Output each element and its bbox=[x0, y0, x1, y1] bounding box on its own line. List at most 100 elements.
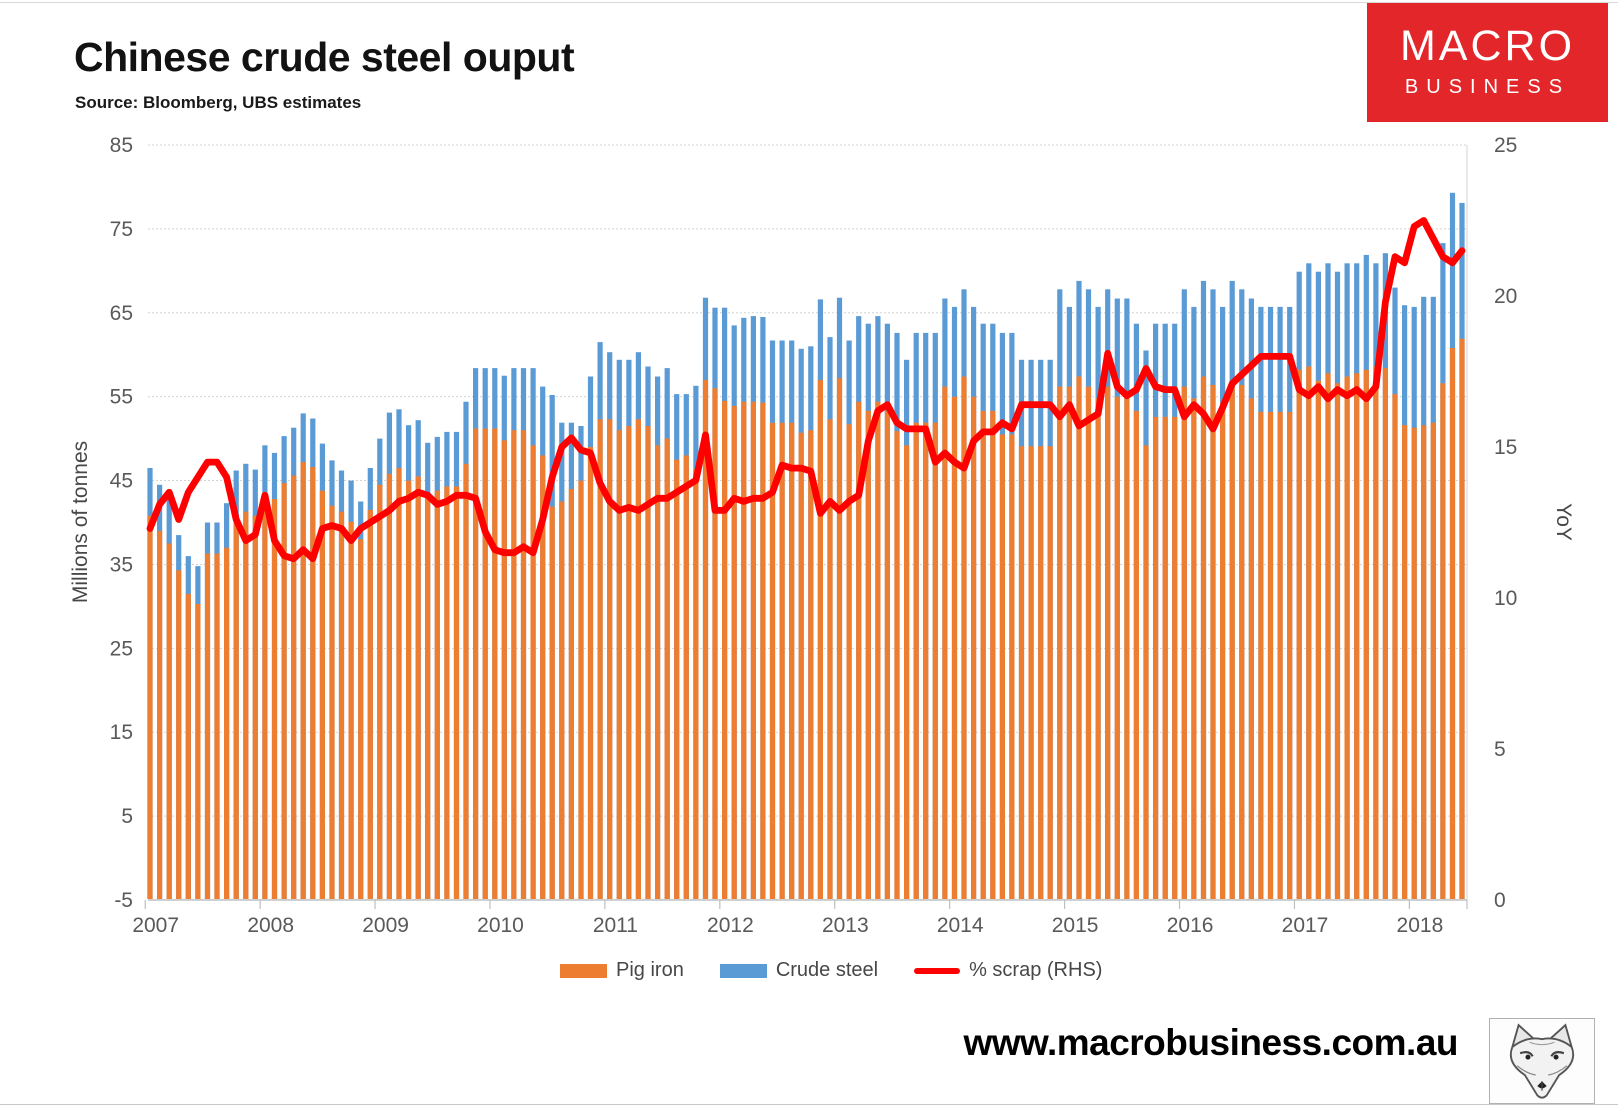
pig-iron-bar bbox=[1076, 376, 1082, 899]
left-tick-label: 35 bbox=[110, 553, 133, 576]
pig-iron-bar bbox=[204, 553, 211, 899]
left-tick-label: -5 bbox=[114, 889, 133, 912]
pig-iron-bar bbox=[195, 603, 201, 899]
pig-iron-bar bbox=[1334, 383, 1341, 899]
year-label: 2014 bbox=[937, 914, 984, 937]
pig-iron-bar bbox=[923, 422, 929, 899]
pig-iron-bar bbox=[1440, 383, 1446, 899]
pig-iron-bar bbox=[463, 463, 469, 899]
pig-iron-bar bbox=[1267, 411, 1274, 899]
pig-iron-bar bbox=[1411, 427, 1417, 899]
pig-iron-bar bbox=[750, 401, 756, 899]
pig-iron-bar bbox=[281, 483, 287, 899]
fox-logo bbox=[1489, 1018, 1595, 1104]
pig-iron-bar bbox=[961, 376, 967, 899]
pig-iron-bar bbox=[214, 553, 220, 899]
pig-iron-bar bbox=[511, 430, 517, 899]
pig-iron-bar bbox=[827, 419, 833, 899]
left-tick-label: 75 bbox=[110, 218, 133, 241]
chart-legend: Pig iron Crude steel % scrap (RHS) bbox=[560, 959, 1102, 982]
crude-steel-swatch bbox=[719, 963, 767, 978]
pig-iron-bar bbox=[166, 543, 172, 899]
pig-iron-bar bbox=[1354, 373, 1360, 899]
crude-steel-bars bbox=[147, 192, 1465, 900]
pig-iron-bar bbox=[252, 515, 258, 899]
pig-iron-bar bbox=[808, 430, 814, 899]
pig-iron-bar bbox=[406, 480, 412, 899]
macrobusiness-logo: MACRO BUSINESS bbox=[1367, 3, 1608, 122]
pig-iron-bar bbox=[645, 426, 651, 899]
pig-iron-bar bbox=[568, 488, 574, 899]
pig-iron-bars bbox=[147, 338, 1465, 900]
source-note: Source: Bloomberg, UBS estimates bbox=[75, 93, 362, 112]
pig-iron-bar bbox=[1200, 376, 1207, 899]
pig-iron-bar bbox=[1229, 380, 1235, 899]
pig-iron-bar bbox=[1105, 386, 1111, 900]
pig-iron-bar bbox=[942, 386, 948, 900]
pig-iron-bar bbox=[1028, 446, 1034, 899]
pig-iron-bar bbox=[434, 490, 440, 899]
pig-iron-bar bbox=[578, 480, 584, 899]
right-tick-label: 5 bbox=[1494, 738, 1506, 761]
pig-iron-bar bbox=[1220, 402, 1226, 899]
pig-iron-bar bbox=[329, 505, 335, 899]
pig-iron-bar bbox=[338, 511, 345, 899]
pig-iron-bar bbox=[587, 447, 594, 899]
pig-iron-bar bbox=[1363, 369, 1369, 899]
pig-iron-bar bbox=[616, 430, 622, 899]
site-url: www.macrobusiness.com.au bbox=[963, 1022, 1458, 1063]
year-label: 2017 bbox=[1282, 914, 1329, 937]
pig-iron-bar bbox=[1373, 366, 1379, 899]
pig-iron-bar bbox=[291, 475, 297, 899]
year-label: 2013 bbox=[822, 914, 869, 937]
pig-iron-bar bbox=[836, 378, 843, 899]
pig-iron-bar bbox=[693, 468, 699, 899]
pig-iron-bar bbox=[1191, 398, 1197, 899]
year-label: 2018 bbox=[1397, 914, 1444, 937]
pig-iron-bar bbox=[760, 402, 766, 899]
legend-label: Pig iron bbox=[616, 959, 684, 981]
pig-iron-bar bbox=[386, 473, 392, 899]
left-tick-label: 5 bbox=[121, 805, 133, 828]
pig-iron-bar bbox=[1038, 446, 1044, 899]
pig-iron-bar bbox=[597, 419, 603, 899]
pig-iron-bar bbox=[884, 410, 890, 899]
pig-iron-bar bbox=[702, 379, 709, 899]
x-axis bbox=[144, 899, 1468, 909]
pig-iron-bar bbox=[1277, 411, 1283, 899]
year-label: 2008 bbox=[247, 914, 294, 937]
pig-iron-bar bbox=[894, 431, 900, 899]
pig-iron-bar bbox=[501, 440, 507, 899]
bottom-divider bbox=[0, 1104, 1618, 1105]
right-tick-label: 25 bbox=[1494, 134, 1517, 157]
pig-iron-bar bbox=[1181, 386, 1187, 900]
pig-iron-bar bbox=[176, 570, 182, 899]
pig-iron-bar bbox=[856, 401, 862, 899]
pig-iron-bar bbox=[712, 388, 718, 899]
pig-iron-bar bbox=[635, 419, 641, 899]
pig-iron-bar bbox=[769, 422, 776, 899]
pig-iron-bar bbox=[655, 445, 661, 899]
gridlines bbox=[148, 144, 1468, 900]
pig-iron-bar bbox=[798, 432, 804, 899]
pig-iron-bar bbox=[444, 486, 450, 899]
right-axis-title: YoY bbox=[1552, 503, 1575, 541]
pig-iron-bar bbox=[999, 434, 1005, 899]
year-label: 2015 bbox=[1052, 914, 1099, 937]
pig-iron-bar bbox=[233, 520, 239, 899]
right-tick-label: 10 bbox=[1494, 587, 1517, 610]
pig-iron-bar bbox=[674, 459, 680, 899]
y-axis-right-labels: 25 20 15 10 5 0 bbox=[1494, 134, 1517, 912]
pig-iron-bar bbox=[1133, 410, 1139, 899]
pig-iron-bar bbox=[530, 445, 536, 899]
pig-iron-bar bbox=[147, 515, 153, 899]
pig-iron-bar bbox=[1315, 380, 1321, 899]
pig-iron-bar bbox=[473, 428, 479, 899]
pig-iron-bar bbox=[1114, 396, 1120, 899]
pig-iron-bar bbox=[971, 396, 977, 899]
pig-iron-bar bbox=[626, 426, 632, 899]
pig-iron-bar bbox=[224, 547, 230, 899]
pig-iron-bar bbox=[425, 495, 431, 899]
left-tick-label: 15 bbox=[110, 721, 133, 744]
